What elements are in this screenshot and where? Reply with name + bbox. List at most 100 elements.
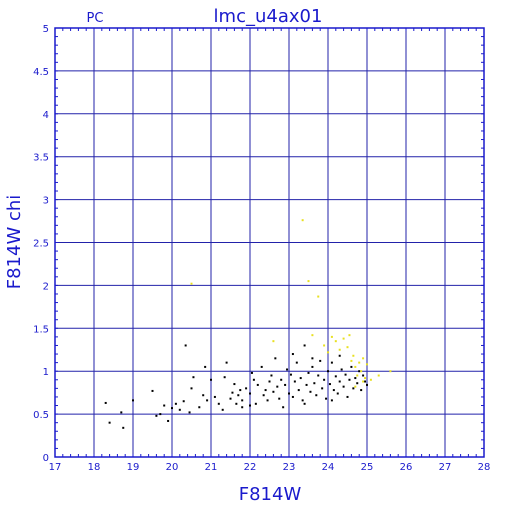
y-tick-label: 4.5	[33, 67, 49, 78]
corner-label: PC	[87, 11, 104, 26]
data-point-black	[334, 375, 337, 378]
data-point-black	[342, 385, 345, 388]
data-point-black	[346, 395, 349, 398]
data-point-black	[319, 359, 322, 362]
data-point-black	[303, 344, 306, 347]
data-point-black	[278, 397, 281, 400]
data-point-black	[163, 404, 166, 407]
data-point-black	[221, 408, 224, 411]
data-point-black	[295, 361, 298, 364]
data-point-black	[354, 377, 357, 380]
data-point-black	[338, 354, 341, 357]
data-point-black	[260, 365, 263, 368]
data-point-yellow	[354, 365, 357, 368]
data-point-black	[330, 399, 333, 402]
data-point-yellow	[301, 219, 304, 222]
data-point-black	[108, 421, 111, 424]
x-tick-label: 27	[439, 462, 452, 473]
data-point-black	[252, 378, 255, 381]
x-tick-label: 19	[127, 462, 140, 473]
data-point-yellow	[356, 374, 359, 377]
data-point-black	[225, 361, 228, 364]
data-point-black	[299, 377, 302, 380]
data-point-black	[256, 383, 259, 386]
data-point-black	[204, 365, 207, 368]
data-point-yellow	[338, 348, 341, 351]
data-point-black	[184, 344, 187, 347]
data-point-yellow	[377, 374, 380, 377]
data-point-black	[321, 387, 324, 390]
data-point-black	[155, 414, 158, 417]
data-point-yellow	[311, 334, 314, 337]
data-point-yellow	[307, 280, 310, 283]
data-point-yellow	[327, 351, 329, 354]
data-point-black	[171, 407, 173, 410]
data-point-black	[362, 374, 365, 377]
data-point-yellow	[366, 363, 368, 366]
data-point-black	[223, 376, 226, 379]
y-tick-label: 5	[43, 24, 49, 35]
data-point-black	[307, 371, 310, 374]
data-point-black	[291, 395, 294, 398]
data-point-black	[301, 399, 304, 402]
data-point-black	[270, 374, 273, 377]
data-point-black	[198, 406, 201, 409]
data-point-black	[237, 394, 240, 397]
x-tick-label: 28	[478, 462, 491, 473]
grid-lines	[54, 27, 485, 458]
data-point-yellow	[323, 344, 326, 347]
data-point-black	[305, 383, 308, 386]
y-tick-labels: 0 0.5 1 1.5 2 2.5 3 3.5 4 4.5 5	[33, 24, 49, 464]
data-point-black	[309, 390, 312, 393]
x-tick-labels: 17 18 19 20 21 22 23 24 25 26 27 28	[49, 462, 491, 473]
x-tick-label: 17	[49, 462, 62, 473]
data-point-yellow	[346, 346, 349, 349]
y-tick-label: 1.5	[33, 324, 49, 335]
y-tick-label: 0.5	[33, 410, 49, 421]
data-point-black	[284, 383, 287, 386]
data-point-black	[344, 373, 347, 376]
data-point-black	[217, 402, 220, 405]
data-point-black	[338, 380, 341, 383]
data-point-black	[350, 365, 353, 368]
x-axis-label: F814W	[239, 484, 302, 505]
data-point-black	[250, 371, 253, 374]
data-point-black	[358, 370, 361, 373]
x-tick-label: 21	[205, 462, 218, 473]
x-tick-label: 25	[361, 462, 374, 473]
data-point-black	[364, 380, 367, 383]
data-point-yellow	[348, 334, 351, 337]
x-tick-label: 22	[244, 462, 257, 473]
data-point-black	[229, 397, 232, 400]
data-point-black	[303, 402, 306, 405]
x-tick-label: 26	[400, 462, 413, 473]
y-axis-label: F814W chi	[4, 195, 25, 290]
x-tick-label: 24	[322, 462, 335, 473]
data-point-black	[249, 392, 251, 395]
data-point-black	[122, 426, 125, 429]
data-point-yellow	[362, 380, 365, 383]
data-point-black	[266, 399, 269, 402]
data-point-black	[274, 357, 277, 360]
data-point-yellow	[272, 340, 275, 343]
data-point-black	[213, 395, 216, 398]
y-tick-label: 2	[43, 281, 49, 292]
x-tick-label: 23	[283, 462, 296, 473]
data-point-black	[132, 399, 134, 402]
data-points	[104, 219, 392, 429]
data-point-black	[313, 382, 316, 385]
data-point-yellow	[354, 385, 357, 388]
data-point-yellow	[317, 295, 320, 298]
data-point-black	[327, 370, 329, 373]
data-point-black	[340, 368, 343, 371]
data-point-black	[286, 368, 289, 371]
y-tick-label: 0	[43, 453, 49, 464]
data-point-black	[328, 383, 331, 386]
x-tick-label: 20	[166, 462, 179, 473]
data-point-black	[336, 392, 339, 395]
data-point-black	[249, 404, 251, 407]
data-point-black	[178, 408, 181, 411]
data-point-yellow	[190, 282, 193, 285]
data-point-black	[231, 391, 234, 394]
data-point-black	[202, 394, 205, 397]
